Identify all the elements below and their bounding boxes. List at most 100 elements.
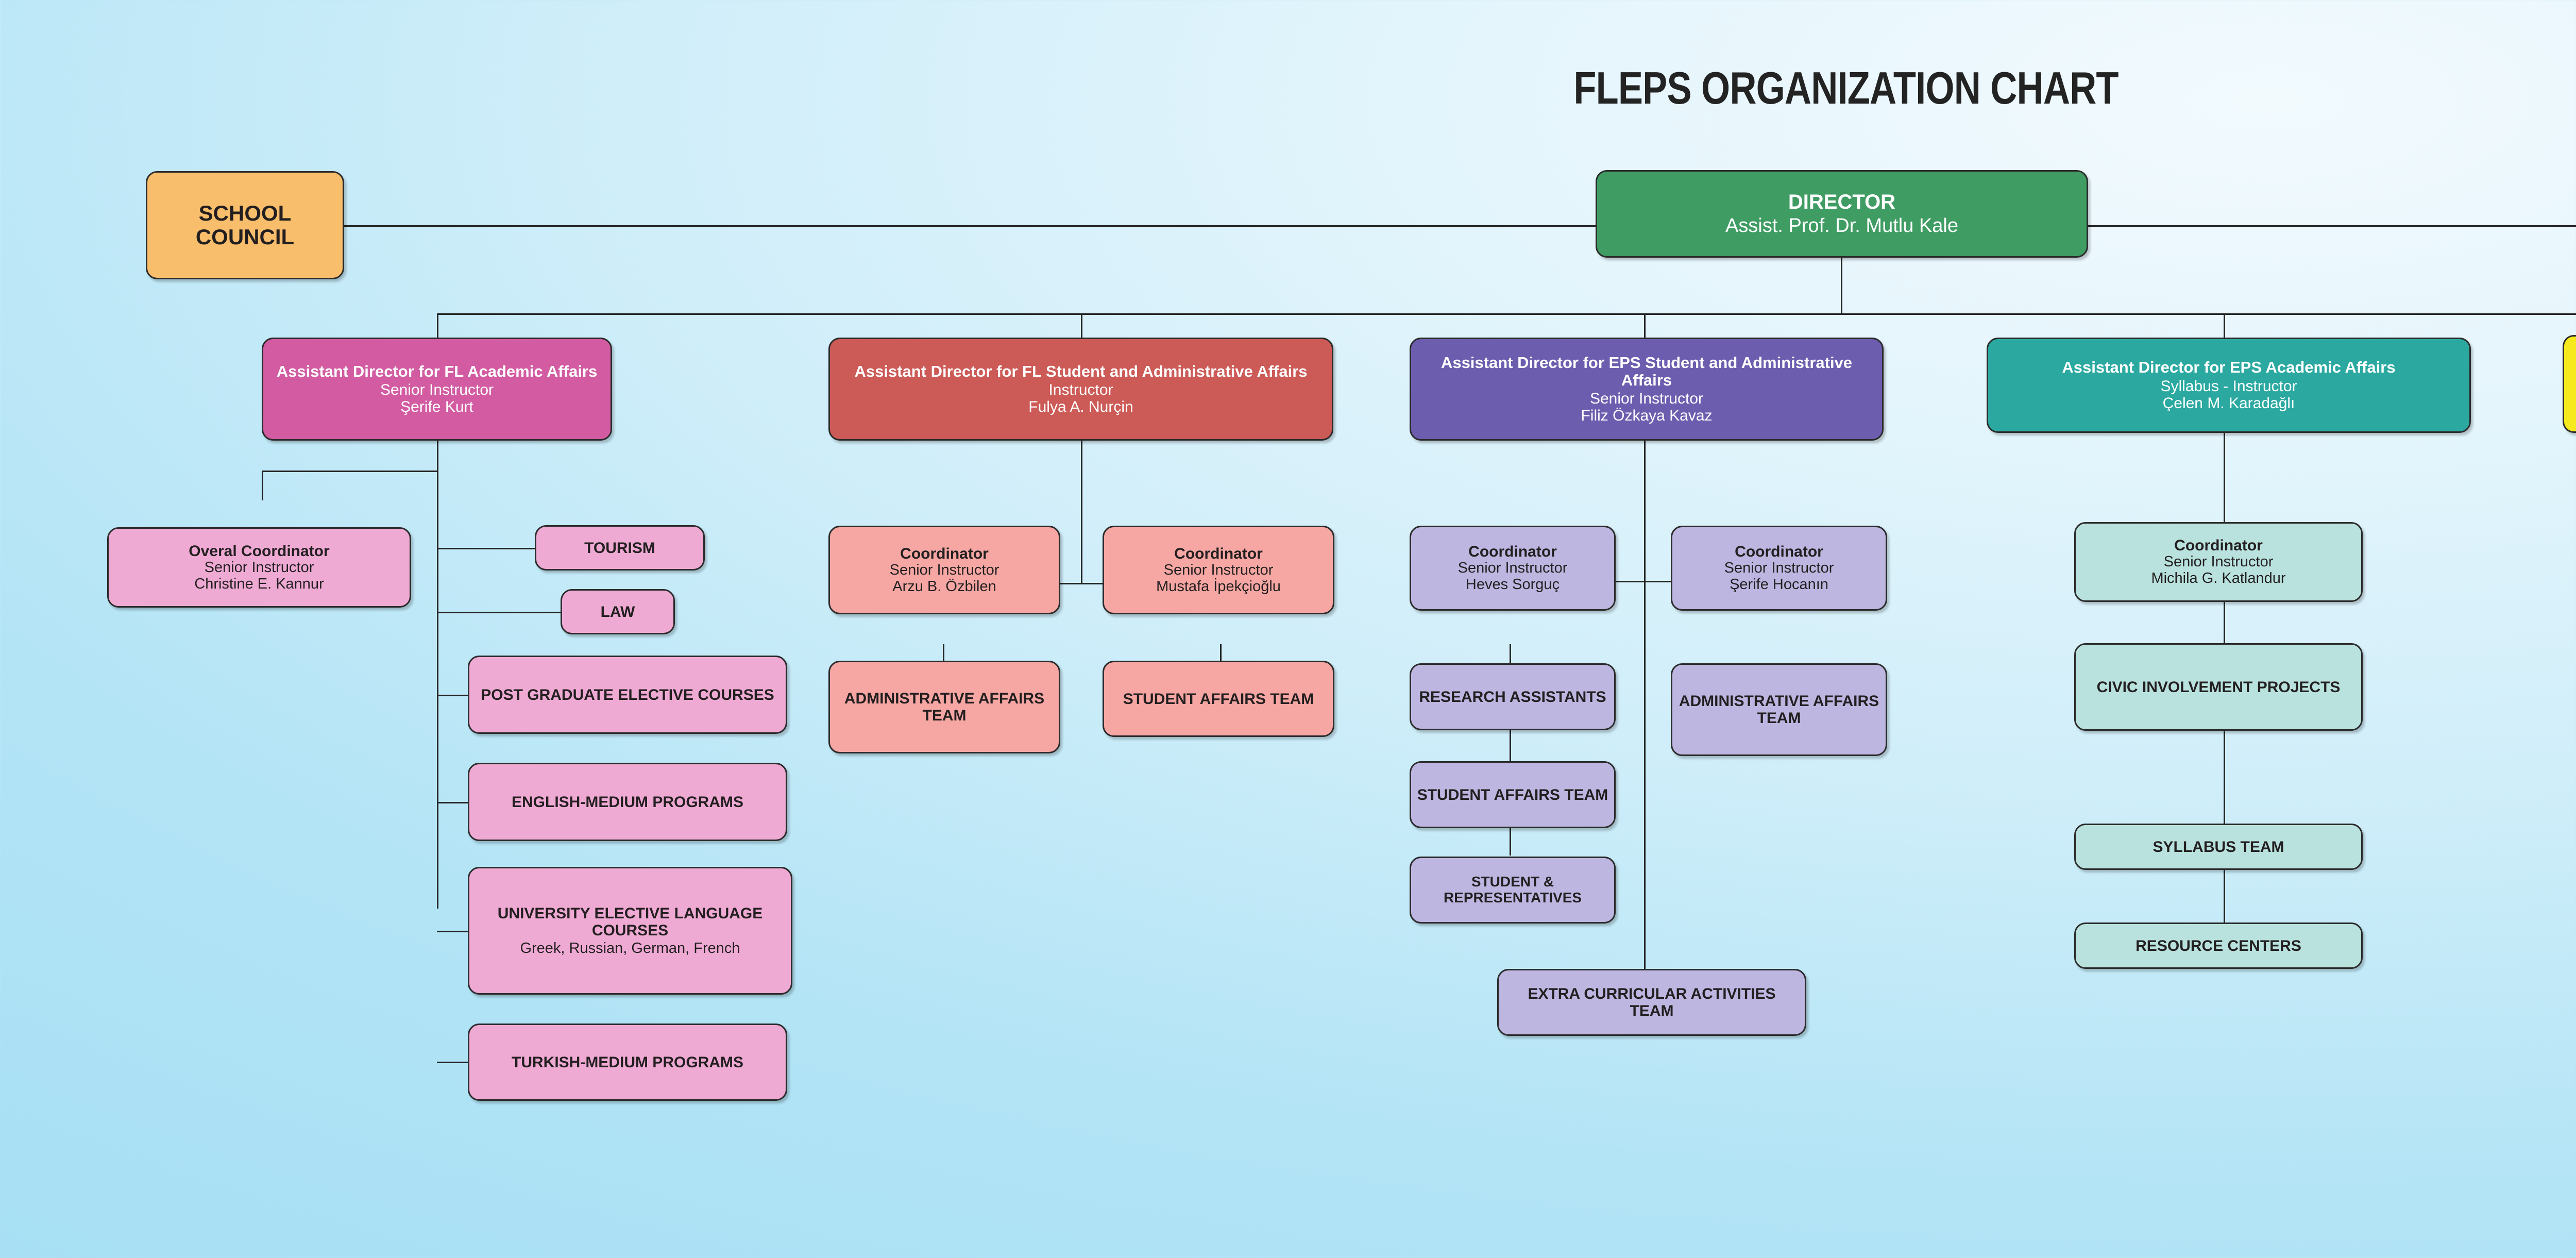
col1-item-english[interactable]: ENGLISH-MEDIUM PROGRAMS — [468, 763, 787, 841]
connector-col1-riser — [437, 313, 438, 339]
col2-head-title: Instructor — [1048, 381, 1113, 399]
col3-left-link-3 — [1510, 804, 1511, 856]
col3-left-coord-role: Coordinator — [1468, 543, 1557, 561]
connector-director-drop — [1841, 258, 1842, 314]
col4-item-2-label: RESOURCE CENTERS — [2136, 937, 2301, 954]
col4-item-1-label: SYLLABUS TEAM — [2153, 838, 2284, 856]
col1-drop — [437, 441, 438, 472]
col4-head-node[interactable]: Assistant Director for EPS Academic Affa… — [1987, 338, 2471, 433]
col1-item-4-sub: Greek, Russian, German, French — [520, 940, 740, 957]
col2-right-team-node[interactable]: STUDENT AFFAIRS TEAM — [1103, 661, 1334, 737]
col1-coordinator-name: Christine E. Kannur — [194, 575, 324, 592]
page-title: FLEPS ORGANIZATION CHART — [1573, 62, 2119, 113]
col1-item-tourism[interactable]: TOURISM — [535, 525, 705, 571]
col3-bottom-label: EXTRA CURRICULAR ACTIVITIES TEAM — [1528, 985, 1776, 1019]
col3-left-team-2-label: STUDENT & REPRESENTATIVES — [1443, 874, 1582, 905]
col1-item-0-label: TOURISM — [584, 539, 655, 557]
col1-head-node[interactable]: Assistant Director for FL Academic Affai… — [262, 338, 612, 441]
col1-item-4-label: UNIVERSITY ELECTIVE LANGUAGE COURSES — [497, 904, 763, 939]
col1-head-role: Assistant Director for FL Academic Affai… — [276, 362, 598, 380]
col1-branch-2 — [437, 695, 468, 696]
col3-head-role: Assistant Director for EPS Student and A… — [1440, 353, 1853, 389]
col4-item-1[interactable]: SYLLABUS TEAM — [2074, 824, 2363, 870]
col2-head-role: Assistant Director for FL Student and Ad… — [854, 362, 1308, 380]
col1-bus-left — [262, 471, 438, 472]
col3-right-coordinator-node[interactable]: Coordinator Senior Instructor Şerife Hoc… — [1671, 526, 1887, 611]
col3-right-coord-title: Senior Instructor — [1724, 560, 1834, 577]
col4-head-title: Syllabus - Instructor — [2160, 377, 2297, 395]
col1-item-postgrad[interactable]: POST GRADUATE ELECTIVE COURSES — [468, 656, 787, 734]
connector-col3-riser — [1644, 313, 1646, 339]
director-role: DIRECTOR — [1788, 191, 1896, 214]
col1-branch-0 — [437, 548, 535, 549]
col1-coord-riser — [262, 471, 263, 500]
col1-branch-3 — [437, 802, 468, 803]
col3-left-team-0-label: RESEARCH ASSISTANTS — [1419, 688, 1606, 706]
col2-left-coord-title: Senior Instructor — [889, 561, 999, 578]
col2-left-team-node[interactable]: ADMINISTRATIVE AFFAIRS TEAM — [828, 661, 1060, 753]
col2-right-coord-role: Coordinator — [1174, 545, 1263, 562]
connector-council-to-director — [344, 225, 1596, 227]
connector-col2-riser — [1081, 313, 1082, 339]
col2-left-coord-role: Coordinator — [900, 545, 989, 562]
col4-head-name: Çelen M. Karadağlı — [2162, 394, 2295, 412]
col1-spine — [437, 471, 438, 909]
col1-coordinator-title: Senior Instructor — [204, 559, 314, 576]
director-name: Assist. Prof. Dr. Mutlu Kale — [1725, 215, 1958, 237]
col1-item-3-label: ENGLISH-MEDIUM PROGRAMS — [512, 793, 743, 811]
school-council-node[interactable]: SCHOOL COUNCIL — [146, 171, 344, 279]
col4-head-role: Assistant Director for EPS Academic Affa… — [2062, 358, 2396, 377]
col3-bus — [1510, 581, 1777, 582]
col3-left-team-1-label: STUDENT AFFAIRS TEAM — [1417, 786, 1608, 803]
col4-item-0[interactable]: CIVIC INVOLVEMENT PROJECTS — [2074, 643, 2363, 731]
col2-right-coord-title: Senior Instructor — [1163, 561, 1274, 578]
col3-right-coord-role: Coordinator — [1735, 543, 1823, 561]
col2-drop — [1081, 441, 1082, 584]
col3-left-team-2[interactable]: STUDENT & REPRESENTATIVES — [1410, 857, 1616, 924]
col4-item-2[interactable]: RESOURCE CENTERS — [2074, 922, 2363, 969]
connector-col4-riser — [2224, 313, 2225, 339]
col4-coord-title: Senior Instructor — [2163, 553, 2274, 571]
col2-left-coordinator-node[interactable]: Coordinator Senior Instructor Arzu B. Öz… — [828, 526, 1060, 614]
col4-coord-name: Michila G. Katlandur — [2151, 570, 2286, 586]
col1-item-turkish[interactable]: TURKISH-MEDIUM PROGRAMS — [468, 1024, 787, 1101]
col1-item-2-label: POST GRADUATE ELECTIVE COURSES — [481, 686, 774, 703]
col3-left-coordinator-node[interactable]: Coordinator Senior Instructor Heves Sorg… — [1410, 526, 1616, 611]
connector-assistant-bus — [437, 313, 2576, 315]
connector-director-to-sidebar — [2088, 225, 2576, 227]
col5-head-node[interactable]: Assistant Director for EPS Academic Affa… — [2563, 335, 2576, 433]
col4-coordinator-node[interactable]: Coordinator Senior Instructor Michila G.… — [2074, 522, 2363, 602]
col3-left-team-0[interactable]: RESEARCH ASSISTANTS — [1410, 663, 1616, 730]
col2-left-coord-name: Arzu B. Özbilen — [892, 578, 996, 595]
director-node[interactable]: DIRECTOR Assist. Prof. Dr. Mutlu Kale — [1596, 170, 2088, 258]
col1-item-1-label: LAW — [600, 603, 635, 620]
col1-item-univ-elective[interactable]: UNIVERSITY ELECTIVE LANGUAGE COURSES Gre… — [468, 867, 792, 995]
col2-bus — [943, 583, 1221, 584]
col3-head-node[interactable]: Assistant Director for EPS Student and A… — [1410, 338, 1884, 441]
col2-head-node[interactable]: Assistant Director for FL Student and Ad… — [828, 338, 1333, 441]
col1-branch-1 — [437, 612, 561, 613]
col1-item-law[interactable]: LAW — [561, 589, 675, 634]
col3-right-team-0-label: ADMINISTRATIVE AFFAIRS TEAM — [1679, 693, 1879, 727]
col3-head-name: Filiz Özkaya Kavaz — [1581, 407, 1713, 425]
col1-branch-5 — [437, 1062, 468, 1063]
school-council-line1: SCHOOL — [198, 200, 292, 225]
col3-left-coord-title: Senior Instructor — [1458, 560, 1568, 577]
col2-right-team-label: STUDENT AFFAIRS TEAM — [1123, 690, 1314, 708]
col2-right-coord-name: Mustafa İpekçioğlu — [1156, 578, 1281, 595]
col2-right-coordinator-node[interactable]: Coordinator Senior Instructor Mustafa İp… — [1103, 526, 1334, 614]
school-council-line2: COUNCIL — [195, 225, 295, 249]
col2-left-team-label: ADMINISTRATIVE AFFAIRS TEAM — [844, 690, 1045, 724]
col4-item-0-label: CIVIC INVOLVEMENT PROJECTS — [2096, 678, 2341, 696]
col3-head-title: Senior Instructor — [1589, 390, 1704, 408]
col3-right-coord-name: Şerife Hocanın — [1730, 576, 1828, 593]
col1-branch-4 — [437, 931, 468, 932]
col3-right-team-0[interactable]: ADMINISTRATIVE AFFAIRS TEAM — [1671, 663, 1887, 756]
col3-left-team-1[interactable]: STUDENT AFFAIRS TEAM — [1410, 761, 1616, 828]
col1-item-5-label: TURKISH-MEDIUM PROGRAMS — [512, 1053, 743, 1071]
col1-coordinator-role: Overal Coordinator — [189, 542, 330, 560]
col3-bottom-node[interactable]: EXTRA CURRICULAR ACTIVITIES TEAM — [1497, 969, 1806, 1036]
col1-coordinator-node[interactable]: Overal Coordinator Senior Instructor Chr… — [107, 527, 411, 608]
col3-left-coord-name: Heves Sorguç — [1465, 576, 1560, 593]
